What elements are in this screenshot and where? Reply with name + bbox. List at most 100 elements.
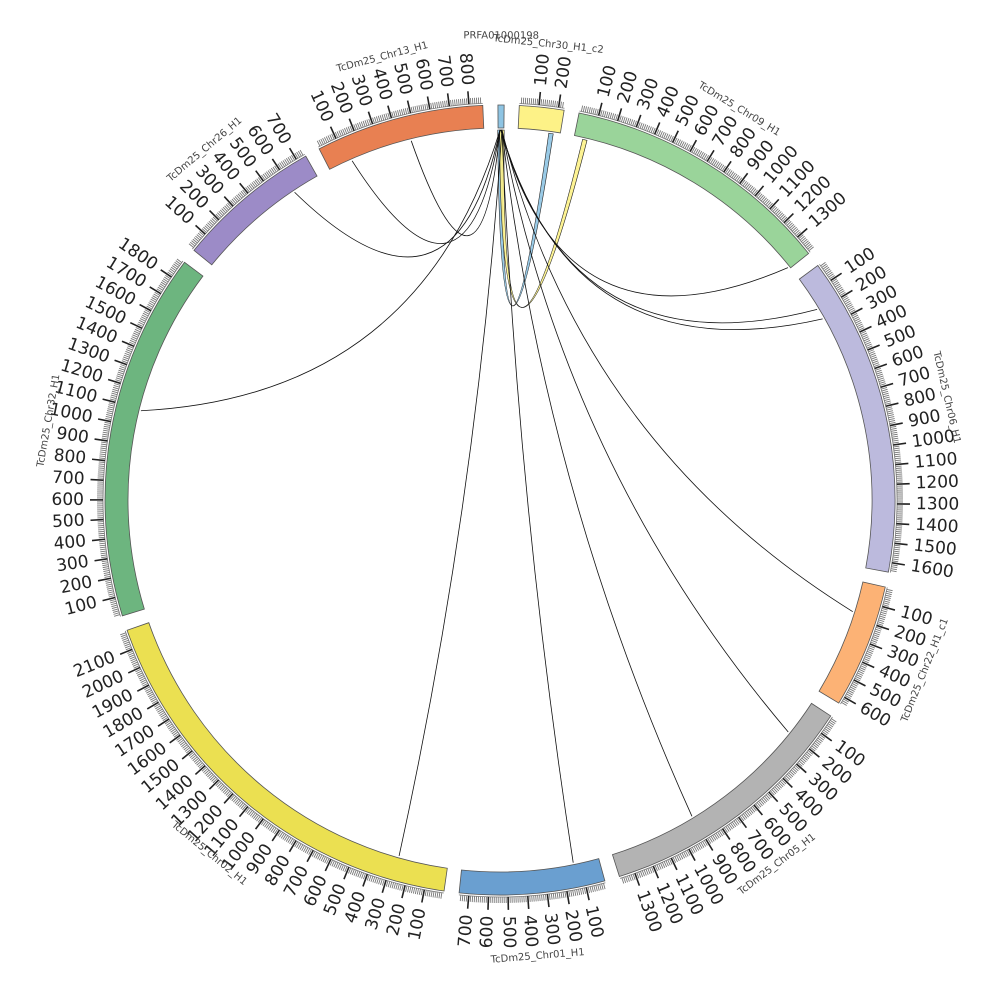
minor-tick: [175, 260, 181, 265]
major-tick: [859, 325, 872, 333]
minor-tick: [718, 830, 723, 837]
major-tick: [597, 102, 603, 116]
minor-tick: [736, 818, 741, 824]
minor-tick: [786, 221, 792, 226]
minor-tick: [253, 180, 258, 187]
minor-tick: [112, 388, 119, 392]
minor-tick: [125, 350, 132, 355]
minor-tick: [708, 837, 713, 843]
link-line: [501, 129, 574, 863]
minor-tick: [717, 831, 722, 838]
major-tick: [348, 118, 355, 132]
minor-tick: [637, 122, 641, 128]
minor-tick: [793, 228, 799, 234]
minor-tick: [144, 686, 150, 691]
minor-tick: [438, 892, 441, 899]
minor-tick: [793, 766, 799, 772]
minor-tick: [803, 754, 810, 760]
minor-tick: [844, 300, 851, 305]
minor-tick: [781, 779, 787, 785]
minor-tick: [274, 828, 279, 835]
minor-tick: [147, 303, 154, 308]
minor-tick: [656, 864, 660, 871]
minor-tick: [178, 739, 184, 744]
minor-tick: [562, 891, 565, 898]
major-tick: [467, 91, 470, 105]
minor-tick: [424, 890, 427, 897]
major-tick: [381, 880, 387, 893]
minor-tick: [357, 122, 361, 129]
minor-tick: [248, 810, 253, 816]
minor-tick: [804, 241, 811, 247]
minor-tick: [287, 837, 292, 843]
minor-tick: [854, 677, 861, 682]
minor-tick: [708, 157, 713, 163]
minor-tick: [740, 179, 746, 186]
minor-tick: [728, 824, 733, 830]
minor-tick: [355, 123, 359, 130]
chromosome-block-TcDm25_Chr06_H1: [798, 264, 896, 573]
minor-tick: [694, 148, 699, 155]
chromosome-block-TcDm25_Chr02_H1: [126, 622, 448, 892]
minor-tick: [805, 753, 811, 758]
minor-tick: [405, 885, 408, 892]
link-line: [398, 129, 503, 857]
minor-tick: [892, 437, 899, 440]
minor-tick: [540, 99, 543, 106]
minor-tick: [420, 104, 423, 111]
tick-label: 800: [455, 52, 477, 86]
minor-tick: [737, 177, 743, 183]
tick-label: 100: [531, 53, 554, 87]
minor-tick: [881, 609, 888, 613]
minor-tick: [778, 782, 784, 788]
minor-tick: [765, 200, 770, 206]
minor-tick: [103, 425, 110, 428]
minor-tick: [329, 859, 334, 866]
tick-label: 700: [433, 54, 457, 89]
major-tick: [867, 344, 880, 351]
minor-tick: [262, 820, 267, 827]
minor-tick: [353, 124, 357, 131]
minor-tick: [101, 437, 108, 440]
minor-tick: [177, 737, 183, 743]
minor-tick: [560, 892, 563, 899]
minor-tick: [217, 212, 222, 218]
minor-tick: [725, 167, 730, 174]
minor-tick: [133, 665, 140, 669]
minor-tick: [101, 560, 108, 563]
minor-tick: [308, 849, 312, 855]
minor-tick: [643, 869, 647, 876]
tick-label: 400: [519, 914, 541, 948]
major-tick: [894, 542, 908, 546]
minor-tick: [892, 439, 899, 442]
major-tick: [223, 196, 234, 207]
minor-tick: [458, 99, 460, 106]
minor-tick: [181, 742, 187, 748]
minor-tick: [823, 729, 829, 734]
minor-tick: [863, 658, 870, 662]
major-tick: [169, 734, 181, 744]
minor-tick: [378, 878, 381, 885]
minor-tick: [677, 139, 682, 146]
minor-tick: [890, 570, 897, 573]
minor-tick: [201, 228, 207, 233]
minor-tick: [894, 459, 902, 462]
minor-tick: [409, 886, 412, 893]
minor-tick: [280, 833, 285, 839]
minor-tick: [351, 869, 355, 876]
minor-tick: [462, 98, 464, 105]
minor-tick: [236, 194, 241, 200]
tick-baseline: [819, 264, 898, 573]
minor-tick: [154, 703, 160, 708]
minor-tick: [209, 775, 215, 781]
minor-tick: [667, 859, 671, 866]
minor-tick: [745, 183, 751, 189]
minor-tick: [628, 875, 632, 882]
minor-tick: [755, 803, 760, 809]
major-tick: [795, 763, 807, 774]
major-tick: [466, 895, 470, 909]
minor-tick: [438, 101, 440, 108]
minor-tick: [99, 540, 106, 543]
minor-tick: [279, 832, 284, 838]
minor-tick: [865, 341, 872, 345]
